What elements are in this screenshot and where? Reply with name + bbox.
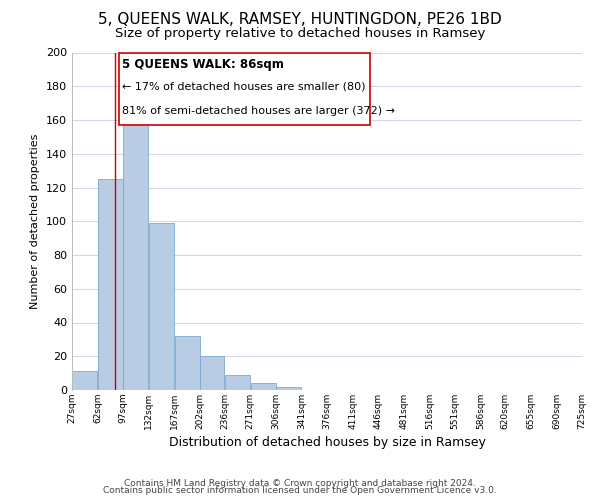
X-axis label: Distribution of detached houses by size in Ramsey: Distribution of detached houses by size … bbox=[169, 436, 485, 449]
Bar bbox=[119, 52, 370, 125]
Bar bbox=[149, 223, 174, 390]
Text: Contains public sector information licensed under the Open Government Licence v3: Contains public sector information licen… bbox=[103, 486, 497, 495]
Text: 5, QUEENS WALK, RAMSEY, HUNTINGDON, PE26 1BD: 5, QUEENS WALK, RAMSEY, HUNTINGDON, PE26… bbox=[98, 12, 502, 28]
Text: ← 17% of detached houses are smaller (80): ← 17% of detached houses are smaller (80… bbox=[122, 82, 366, 92]
Bar bbox=[225, 375, 250, 390]
Bar bbox=[200, 356, 224, 390]
Bar bbox=[72, 372, 97, 390]
Text: Size of property relative to detached houses in Ramsey: Size of property relative to detached ho… bbox=[115, 28, 485, 40]
Bar bbox=[124, 122, 148, 390]
Text: 5 QUEENS WALK: 86sqm: 5 QUEENS WALK: 86sqm bbox=[122, 58, 284, 70]
Bar bbox=[175, 336, 200, 390]
Bar bbox=[276, 386, 301, 390]
Bar bbox=[98, 179, 123, 390]
Y-axis label: Number of detached properties: Number of detached properties bbox=[31, 134, 40, 309]
Text: Contains HM Land Registry data © Crown copyright and database right 2024.: Contains HM Land Registry data © Crown c… bbox=[124, 478, 476, 488]
Bar bbox=[251, 383, 275, 390]
Text: 81% of semi-detached houses are larger (372) →: 81% of semi-detached houses are larger (… bbox=[122, 106, 395, 116]
